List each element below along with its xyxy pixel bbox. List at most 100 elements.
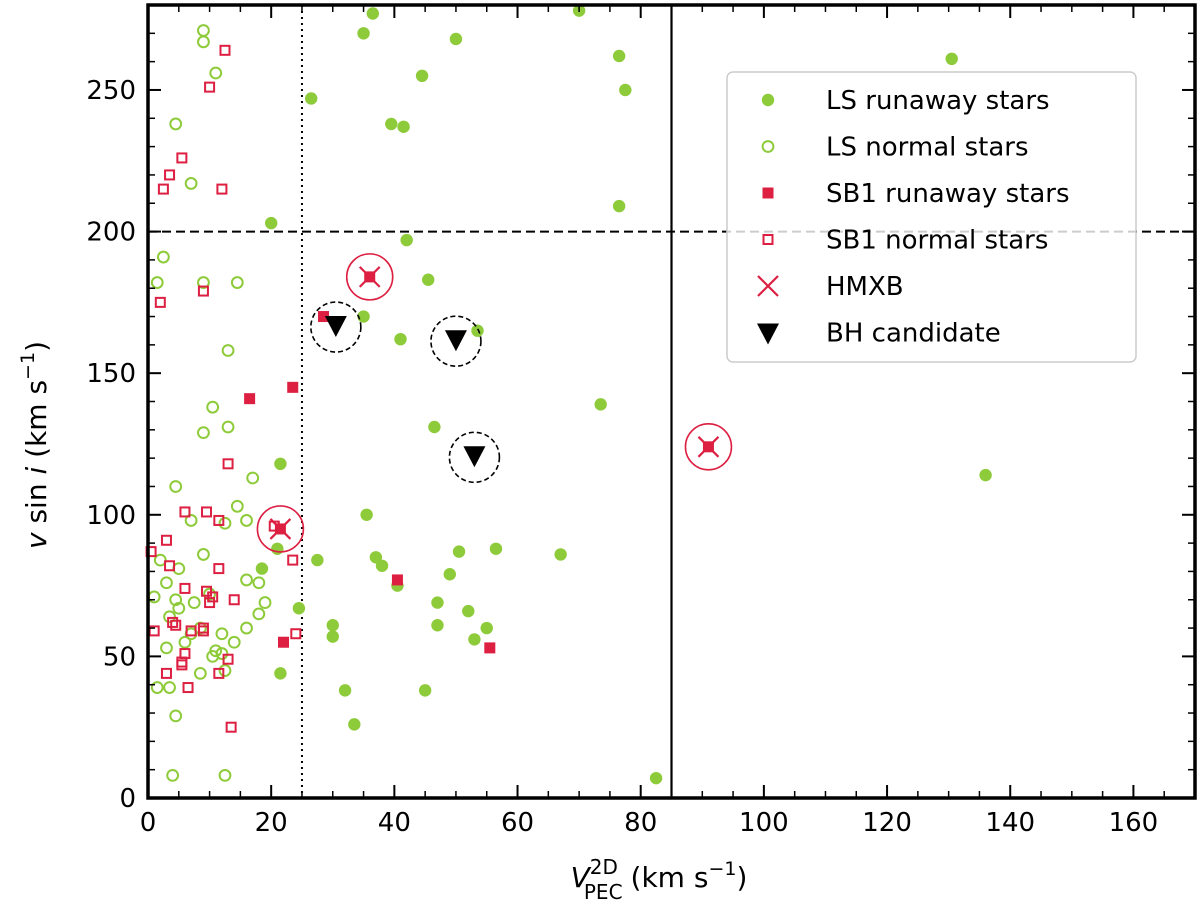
sb1-normal-point — [197, 625, 209, 637]
ls-runaway-point — [612, 199, 626, 213]
ls-normal-point — [218, 664, 232, 677]
ls-normal-point — [197, 548, 210, 561]
sb1-normal-point — [176, 152, 188, 164]
sb1-runaway-point — [287, 381, 299, 393]
bh-candidate-point — [444, 330, 467, 352]
legend-item: LS normal stars — [761, 133, 1029, 163]
y-tick-label: 50 — [103, 642, 136, 672]
ls-runaway-point — [271, 542, 284, 555]
ls-normal-point — [246, 471, 260, 485]
ls-normal-point — [221, 420, 235, 434]
x-tick-label: 20 — [255, 808, 288, 838]
ls-normal-point — [160, 641, 173, 655]
ls-runaway-point — [264, 216, 278, 230]
ls-runaway-point — [348, 718, 361, 731]
y-tick-label: 100 — [86, 501, 136, 531]
ls-normal-point — [184, 177, 198, 190]
ls-runaway-point — [431, 596, 444, 609]
ls-normal-point — [169, 480, 183, 493]
ls-normal-point — [206, 400, 220, 414]
legend-item: BH candidate — [757, 319, 1001, 349]
sb1-normal-point — [160, 534, 172, 546]
x-tick-label: 160 — [1109, 808, 1159, 838]
sb1-normal-point — [179, 582, 191, 594]
y-axis-label: v sin i (km s−1) — [17, 341, 53, 549]
sb1-normal-point — [154, 296, 166, 308]
series-bh-candidate — [310, 301, 501, 484]
ls-normal-point — [252, 607, 266, 621]
x-axis-label: V2D PEC (km s−1) — [571, 855, 748, 904]
sb1-normal-point — [164, 169, 176, 181]
x-tick-label: 40 — [378, 808, 411, 838]
hmxb-point — [697, 436, 720, 458]
data-points — [145, 4, 992, 785]
ls-runaway-point — [415, 69, 429, 83]
ls-runaway-point — [428, 420, 441, 434]
ls-normal-point — [193, 666, 207, 680]
legend-box — [726, 71, 1137, 363]
ls-normal-point — [203, 587, 216, 601]
ls-runaway-point — [480, 621, 493, 635]
bh-candidate-point-ring — [430, 315, 482, 367]
sb1-normal-point — [160, 667, 172, 679]
legend-item: LS runaway stars — [761, 86, 1050, 116]
series-ls-runaway-stars — [255, 4, 992, 785]
ls-runaway-point — [369, 551, 383, 564]
ls-runaway-point — [594, 398, 607, 411]
ls-runaway-point — [397, 120, 410, 133]
y-tick-label: 250 — [86, 76, 136, 106]
ls-runaway-point — [255, 562, 269, 575]
ls-runaway-point — [422, 273, 435, 286]
ls-runaway-point — [326, 619, 339, 632]
sb1-normal-point — [287, 554, 299, 566]
ls-normal-point — [169, 709, 183, 723]
legend-label: HMXB — [826, 272, 904, 302]
hmxb-point — [269, 518, 292, 540]
ls-runaway-point — [979, 468, 992, 482]
series-sb1-normal-stars — [145, 44, 302, 733]
ls-runaway-point — [360, 508, 373, 521]
bh-candidate-point — [463, 446, 486, 468]
ls-runaway-point — [311, 553, 324, 567]
sb1-normal-point — [213, 563, 225, 575]
ls-runaway-point — [338, 684, 352, 697]
ls-runaway-point — [292, 602, 306, 615]
ls-normal-point — [163, 681, 176, 694]
ls-normal-point — [197, 276, 210, 289]
bh-candidate-point-ring — [310, 301, 362, 353]
sb1-normal-point — [197, 285, 209, 297]
ls-normal-point — [172, 601, 186, 615]
ls-normal-point — [258, 596, 272, 609]
legend-item: SB1 runaway stars — [762, 179, 1069, 209]
ls-normal-point — [252, 576, 266, 590]
legend-label: LS runaway stars — [826, 86, 1050, 116]
bh-candidate-point-ring — [448, 431, 501, 484]
ls-normal-point — [197, 35, 210, 49]
ls-runaway-point — [305, 92, 318, 105]
ls-runaway-point — [462, 604, 475, 618]
ls-normal-point — [166, 768, 180, 782]
legend-marker-ls-normal — [761, 140, 775, 153]
ls-runaway-point — [443, 568, 456, 581]
sb1-normal-point — [290, 628, 302, 640]
x-tick-label: 140 — [985, 808, 1035, 838]
ls-normal-point — [160, 576, 173, 590]
sb1-normal-point — [167, 616, 179, 628]
x-tick-label: 120 — [862, 808, 912, 838]
sb1-normal-point — [204, 81, 216, 93]
ls-runaway-point — [452, 545, 466, 558]
series-ls-normal-stars — [147, 24, 272, 782]
sb1-runaway-point — [318, 311, 330, 323]
ls-normal-point — [169, 117, 183, 131]
x-tick-label: 60 — [501, 808, 534, 838]
series-hmxb — [256, 253, 733, 553]
ls-normal-point — [178, 635, 192, 649]
ls-runaway-point — [489, 542, 503, 555]
ls-normal-point — [227, 635, 241, 649]
x-tick-label: 0 — [140, 808, 157, 838]
hmxb-point-ring — [684, 423, 733, 471]
sb1-normal-point — [207, 591, 219, 603]
legend-label: SB1 runaway stars — [826, 179, 1069, 209]
ls-runaway-point — [554, 548, 567, 561]
sb1-normal-point — [222, 653, 234, 665]
